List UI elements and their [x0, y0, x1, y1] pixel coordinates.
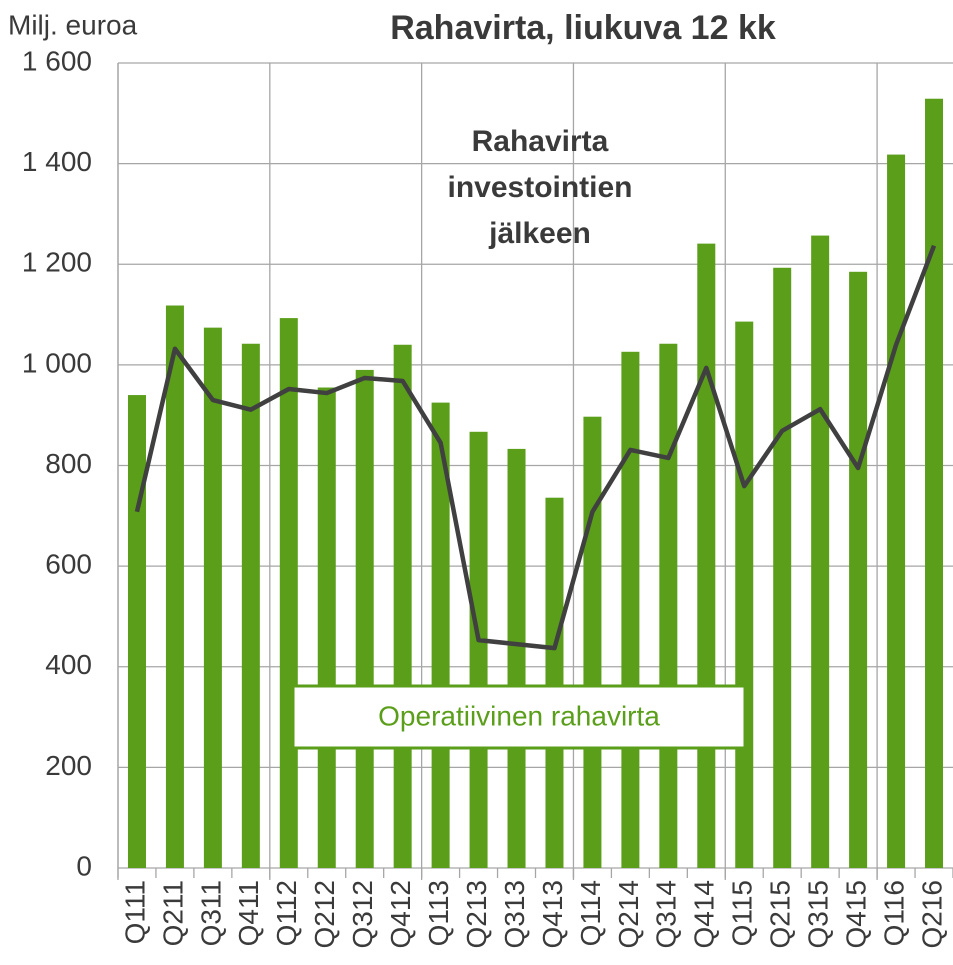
bar: [165, 305, 184, 869]
x-tick-label: Q415: [841, 880, 872, 949]
x-tick-label: Q311: [195, 880, 226, 946]
x-tick-label: Q114: [575, 880, 606, 946]
bar: [279, 318, 298, 869]
y-tick-label: 0: [76, 850, 92, 881]
y-tick-label: 800: [45, 448, 92, 479]
bar: [203, 327, 222, 868]
bar: [317, 387, 336, 868]
bar: [241, 343, 260, 868]
x-tick-label: Q215: [765, 880, 796, 949]
bar: [431, 402, 450, 868]
chart-title: Rahavirta, liukuva 12 kk: [390, 9, 776, 47]
x-tick-label: Q412: [385, 880, 416, 949]
bar: [925, 98, 944, 869]
y-tick-label: 1 000: [22, 347, 92, 378]
bar: [583, 416, 602, 868]
bar: [621, 351, 640, 868]
bar: [545, 497, 564, 868]
x-tick-label: Q312: [347, 880, 378, 949]
bar: [811, 235, 830, 868]
x-tick-label: Q411: [233, 880, 264, 946]
legend-box: [291, 684, 747, 750]
bar: [127, 395, 146, 868]
line: [134, 244, 937, 651]
bar: [773, 267, 792, 869]
bar: [697, 243, 716, 868]
bar: [469, 431, 488, 868]
x-tick-label: Q115: [727, 880, 758, 946]
y-tick-label: 200: [45, 750, 92, 781]
x-tick-label: Q116: [878, 880, 909, 946]
x-tick-label: Q113: [423, 880, 454, 946]
legend-label: Operatiivinen rahavirta: [378, 700, 660, 731]
x-tick-label: Q313: [499, 880, 530, 949]
y-tick-label: 600: [45, 549, 92, 580]
x-tick-label: Q112: [271, 880, 302, 946]
x-tick-label: Q111: [119, 880, 150, 944]
bar: [659, 343, 678, 868]
bar: [355, 369, 374, 868]
x-tick-label: Q314: [651, 880, 682, 949]
x-tick-label: Q213: [461, 880, 492, 949]
line-label: Rahavirta investointien jälkeen: [447, 125, 632, 250]
x-tick-label: Q212: [309, 880, 340, 949]
bar: [887, 154, 906, 869]
x-tick-label: Q413: [537, 880, 568, 949]
bar: [393, 344, 412, 868]
y-tick-label: 1 600: [22, 45, 92, 76]
x-tick-label: Q214: [613, 880, 644, 949]
y-tick-label: 1 400: [22, 146, 92, 177]
x-tick-label: Q211: [157, 880, 188, 946]
x-tick-label: Q315: [803, 880, 834, 949]
bar: [849, 271, 868, 868]
y-tick-label: 1 200: [22, 247, 92, 278]
x-tick-label: Q216: [916, 880, 947, 949]
bar: [507, 448, 526, 868]
x-tick-label: Q414: [689, 880, 720, 949]
bar: [735, 321, 754, 868]
y-axis-label: Milj. euroa: [8, 9, 138, 40]
y-tick-label: 400: [45, 649, 92, 680]
